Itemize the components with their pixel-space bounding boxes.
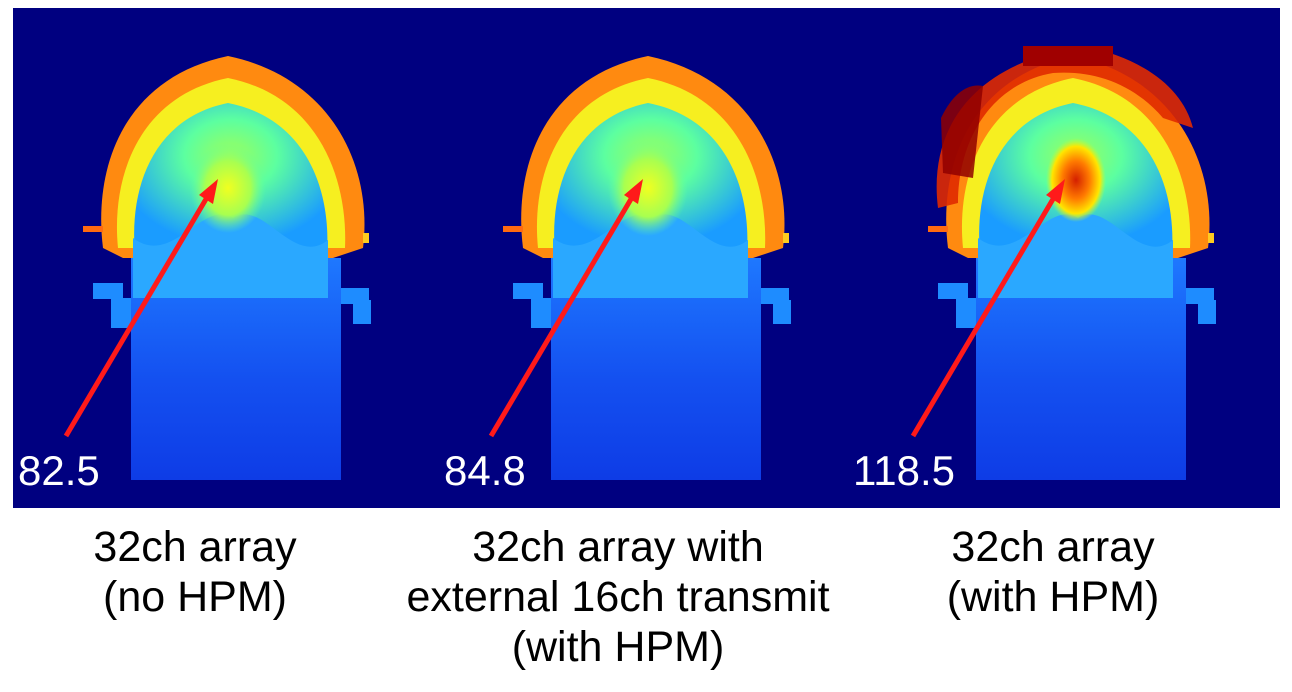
caption-line: external 16ch transmit xyxy=(406,573,830,621)
value-label-panel-3: 118.5 xyxy=(853,447,955,494)
head-map-panel-1 xyxy=(83,56,371,480)
head-map-panel-3 xyxy=(928,46,1216,480)
caption-line: (with HPM) xyxy=(511,623,725,671)
arrow-panel-1 xyxy=(63,179,218,438)
caption-line: (no HPM) xyxy=(103,573,287,621)
caption-panel-2: 32ch array with external 16ch transmit (… xyxy=(378,522,858,672)
caption-line: 32ch array xyxy=(951,523,1155,571)
arrow-panel-2 xyxy=(488,179,643,438)
caption-line: (with HPM) xyxy=(946,573,1160,621)
head-map-panel-2 xyxy=(503,56,791,480)
arrow-panel-3 xyxy=(910,179,1065,438)
caption-line: 32ch array xyxy=(93,523,297,571)
caption-panel-3: 32ch array (with HPM) xyxy=(813,522,1292,622)
value-label-panel-2: 84.8 xyxy=(444,447,526,494)
caption-line: 32ch array with xyxy=(472,523,764,571)
figure-panel xyxy=(13,8,1280,508)
value-label-panel-1: 82.5 xyxy=(18,447,100,494)
caption-panel-1: 32ch array (no HPM) xyxy=(0,522,435,622)
